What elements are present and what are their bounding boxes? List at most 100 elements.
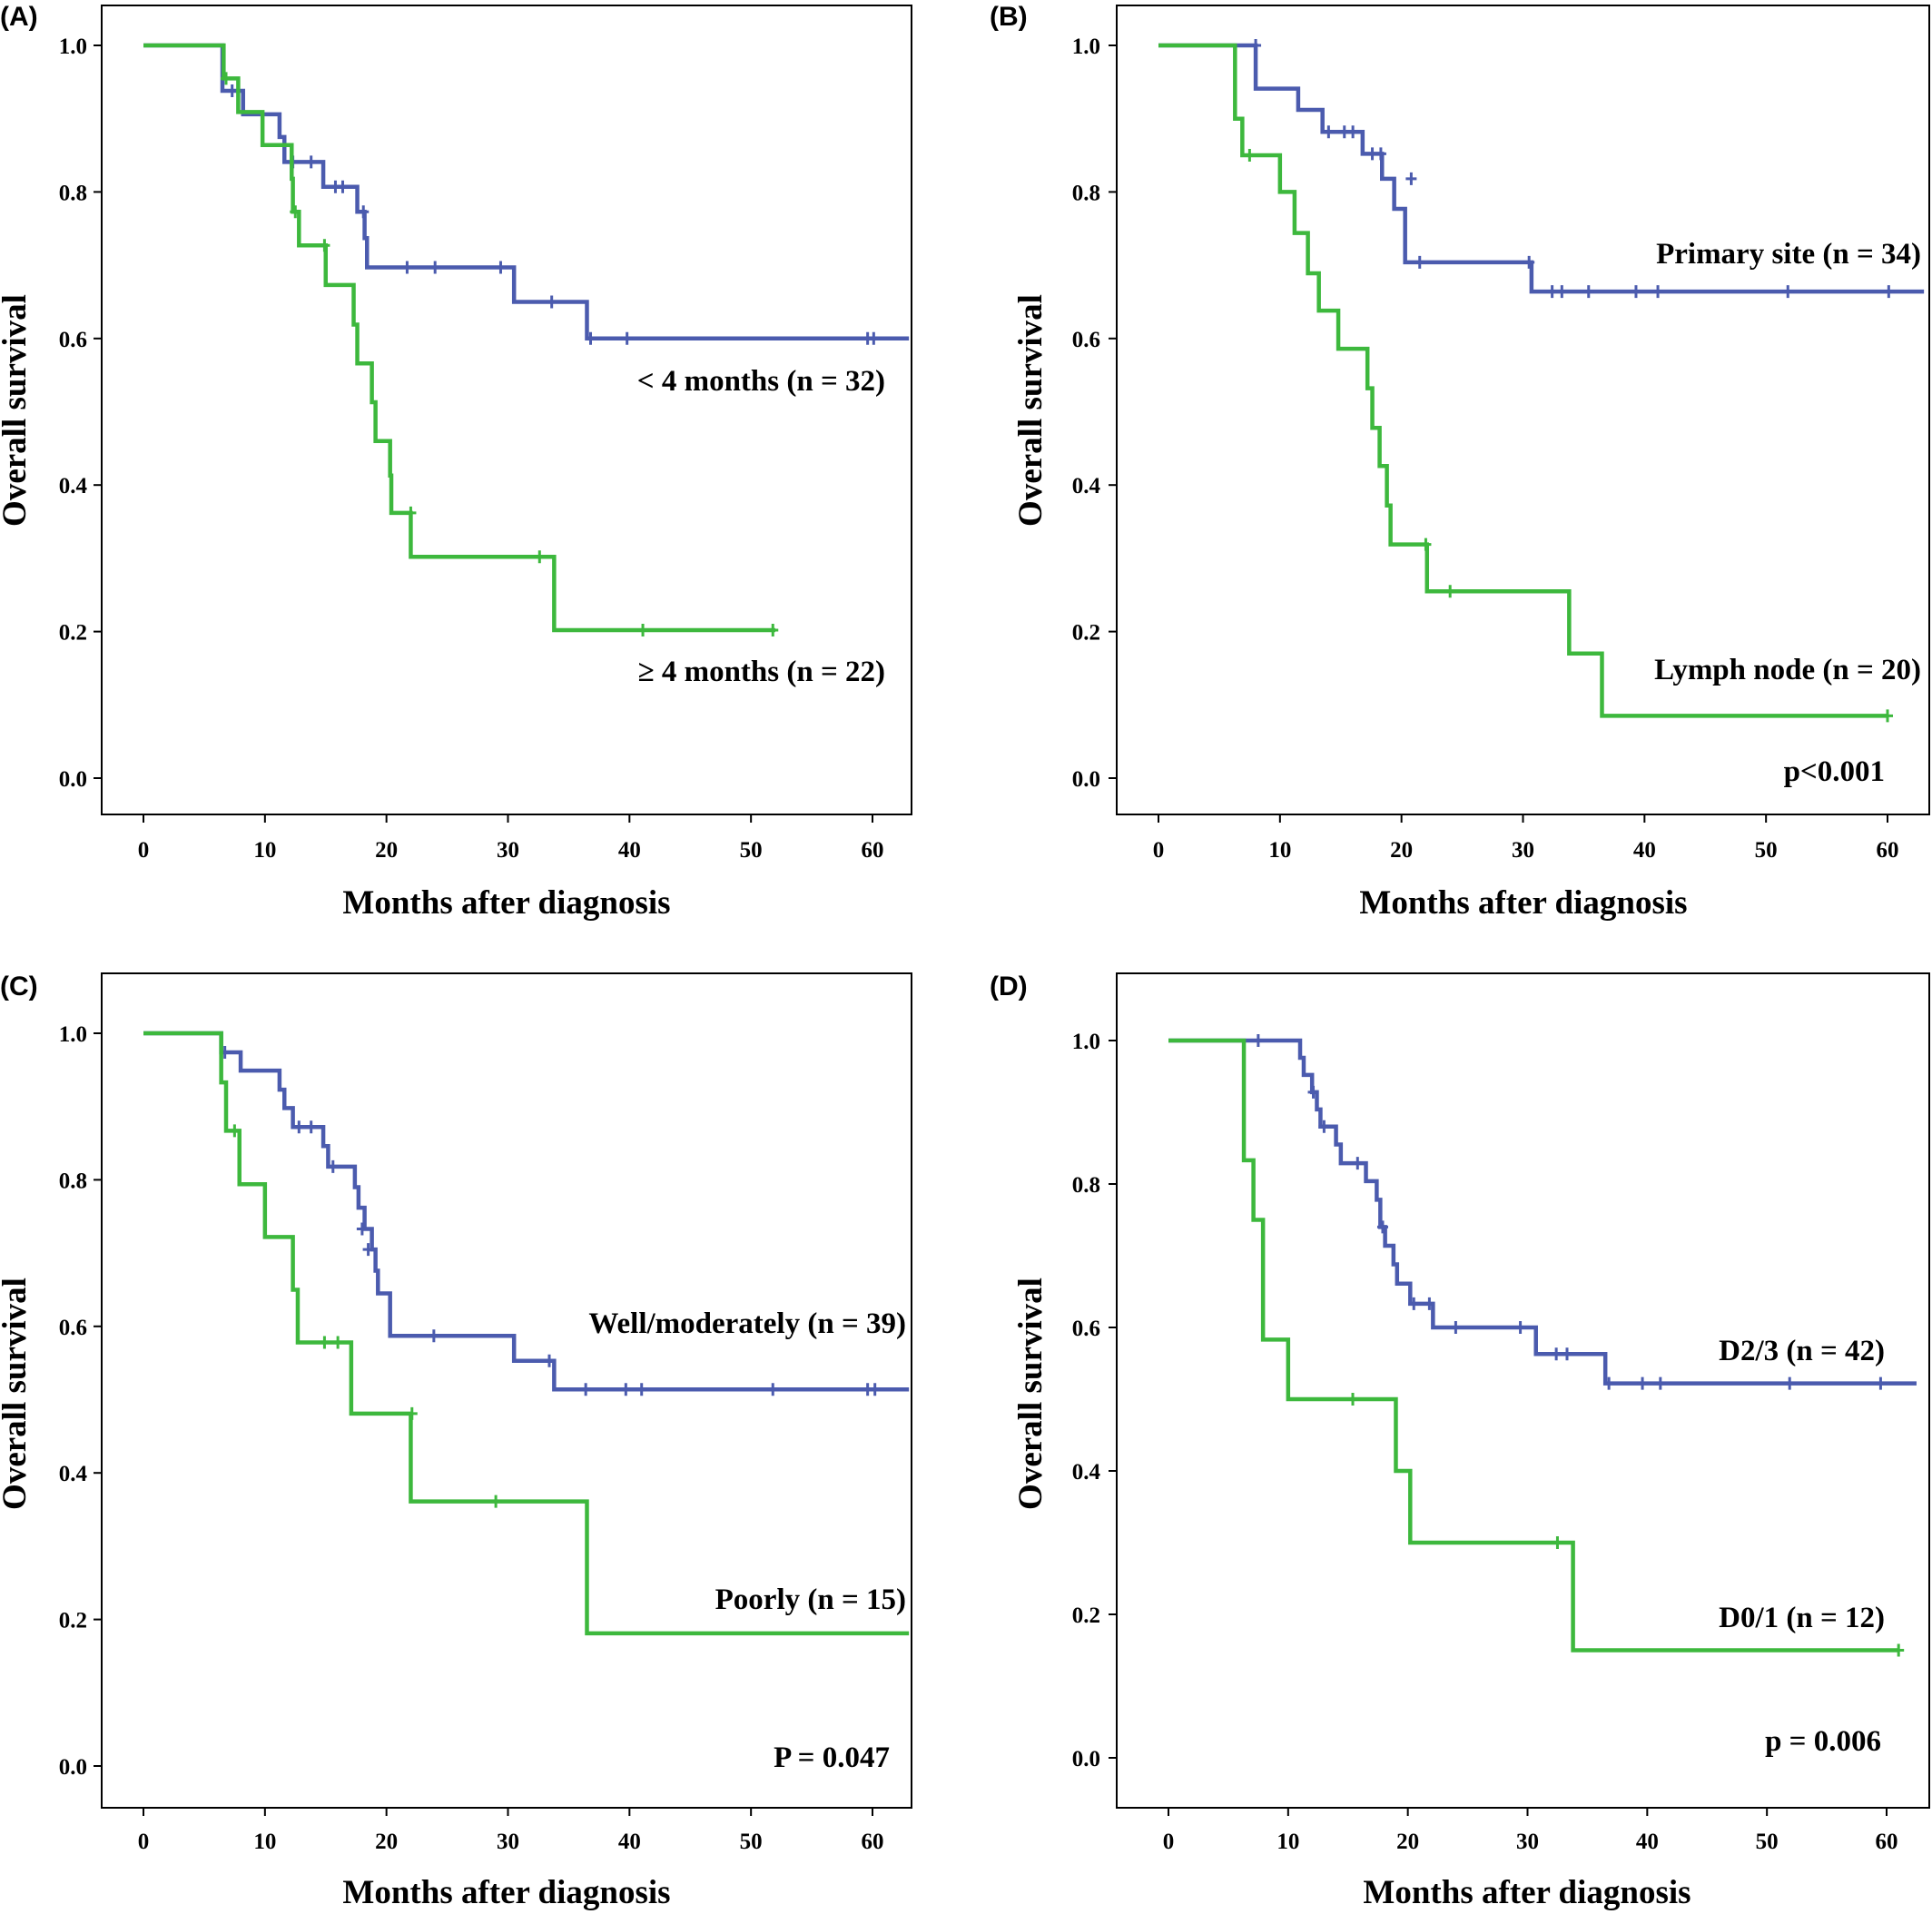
x-tick-label: 10 xyxy=(1268,838,1291,863)
censor-mark xyxy=(332,1336,344,1349)
x-tick-label: 0 xyxy=(138,838,150,863)
censor-mark xyxy=(1551,1347,1562,1361)
y-tick-labels: 0.0 0.2 0.4 0.6 0.8 1.0 xyxy=(1072,35,1101,792)
censor-mark xyxy=(221,72,232,85)
panel-a: (A) 0.0 0.2 0.4 0.6 0.8 1.0 0 10 20 30 4… xyxy=(0,2,912,922)
censor-mark xyxy=(1546,285,1558,299)
x-tick-label: 10 xyxy=(1276,1830,1299,1854)
censor-mark xyxy=(1250,39,1262,52)
x-tick-label: 10 xyxy=(253,1830,276,1854)
axis-ticks xyxy=(1109,44,1888,823)
censor-mark xyxy=(1376,1220,1388,1234)
y-axis-title: Overall survival xyxy=(1012,1278,1050,1510)
survival-curve-blue xyxy=(1168,1038,1917,1386)
censor-mark xyxy=(327,1159,339,1173)
censor-mark xyxy=(1352,1157,1364,1170)
y-tick-label: 1.0 xyxy=(59,35,87,59)
censor-mark xyxy=(637,623,649,636)
y-axis-title: Overall survival xyxy=(0,294,34,527)
y-tick-label: 0.0 xyxy=(59,767,87,792)
y-tick-labels: 0.0 0.2 0.4 0.6 0.8 1.0 xyxy=(59,35,88,792)
x-tick-label: 10 xyxy=(253,838,276,863)
y-tick-label: 0.2 xyxy=(1072,621,1100,646)
survival-curve-green xyxy=(143,1031,910,1636)
axis-ticks xyxy=(94,1032,873,1816)
y-tick-label: 0.2 xyxy=(1072,1603,1100,1628)
survival-curve-blue xyxy=(143,43,910,341)
censor-mark xyxy=(337,180,349,193)
censor-mark xyxy=(585,331,596,345)
y-axis-title: Overall survival xyxy=(1012,294,1050,527)
panel-b: (B) 0.0 0.2 0.4 0.6 0.8 1.0 0 10 20 30 4… xyxy=(990,2,1930,922)
y-tick-label: 0.0 xyxy=(1072,1747,1100,1771)
series-annotation: D0/1 (n = 12) xyxy=(1719,1602,1885,1634)
plot-frame xyxy=(101,972,912,1809)
y-tick-label: 0.6 xyxy=(1072,328,1100,352)
x-tick-label: 30 xyxy=(1512,838,1534,863)
x-tick-label: 40 xyxy=(1633,838,1656,863)
survival-curve-blue xyxy=(143,1031,910,1392)
censor-mark xyxy=(1582,285,1594,299)
survival-curve-green xyxy=(143,43,775,633)
censor-mark xyxy=(1347,1393,1359,1406)
censor-mark xyxy=(1323,125,1335,139)
censor-mark xyxy=(869,1383,881,1396)
y-tick-label: 0.4 xyxy=(59,1462,88,1486)
series-annotation: < 4 months (n = 32) xyxy=(637,365,885,398)
series-annotation: Lymph node (n = 20) xyxy=(1654,654,1921,686)
x-axis-title: Months after diagnosis xyxy=(1359,884,1687,922)
survival-curve-green xyxy=(1168,1038,1899,1653)
censor-mark xyxy=(1603,1376,1615,1390)
censor-mark xyxy=(544,1354,556,1367)
x-tick-label: 30 xyxy=(497,1830,519,1854)
x-tick-label: 60 xyxy=(1877,838,1899,863)
y-tick-label: 1.0 xyxy=(59,1022,87,1047)
y-tick-label: 0.0 xyxy=(59,1755,87,1780)
censor-mark xyxy=(620,1383,632,1396)
plot-frame xyxy=(1116,972,1930,1809)
series-annotation: Primary site (n = 34) xyxy=(1656,238,1921,271)
x-tick-label: 20 xyxy=(1396,1830,1419,1854)
censor-mark xyxy=(305,155,317,169)
censor-mark xyxy=(1552,1536,1563,1549)
x-tick-labels: 0 10 20 30 40 50 60 xyxy=(1153,838,1899,863)
censor-mark xyxy=(767,1383,779,1396)
panel-label: (A) xyxy=(0,2,38,32)
p-value: p = 0.006 xyxy=(1765,1725,1881,1758)
survival-curve-green xyxy=(1158,43,1888,718)
censor-mark xyxy=(767,623,779,636)
censor-mark xyxy=(290,205,301,219)
y-tick-labels: 0.0 0.2 0.4 0.6 0.8 1.0 xyxy=(59,1022,88,1780)
censor-mark xyxy=(1523,255,1535,269)
x-tick-labels: 0 10 20 30 40 50 60 xyxy=(138,1830,884,1854)
plot-frame xyxy=(1116,5,1930,815)
y-tick-label: 0.6 xyxy=(59,1316,87,1340)
panel-c: (C) 0.0 0.2 0.4 0.6 0.8 1.0 0 10 20 30 4… xyxy=(0,972,912,1911)
censor-mark xyxy=(1883,285,1895,299)
y-tick-label: 0.8 xyxy=(59,1169,87,1193)
axis-ticks xyxy=(1109,1040,1888,1816)
x-tick-label: 30 xyxy=(1516,1830,1539,1854)
y-tick-labels: 0.0 0.2 0.4 0.6 0.8 1.0 xyxy=(1072,1030,1101,1771)
km-series-group xyxy=(1158,39,1925,723)
censor-mark xyxy=(580,1383,592,1396)
km-series-group xyxy=(1168,1034,1917,1657)
censor-mark xyxy=(319,1336,330,1349)
axis-ticks xyxy=(94,44,873,823)
x-tick-labels: 0 10 20 30 40 50 60 xyxy=(1163,1830,1898,1854)
x-tick-label: 0 xyxy=(1153,838,1165,863)
censor-mark xyxy=(621,331,633,345)
censor-mark xyxy=(1347,125,1359,139)
x-tick-label: 50 xyxy=(740,838,763,863)
censor-mark xyxy=(362,1243,374,1257)
x-tick-label: 50 xyxy=(1756,1830,1779,1854)
panel-label: (C) xyxy=(0,972,38,1001)
x-tick-label: 60 xyxy=(1876,1830,1898,1854)
censor-mark xyxy=(1562,1347,1573,1361)
panel-d: (D) 0.0 0.2 0.4 0.6 0.8 1.0 0 10 20 30 4… xyxy=(990,972,1930,1911)
censor-mark xyxy=(1252,1034,1264,1047)
censor-mark xyxy=(1424,1297,1435,1310)
censor-mark xyxy=(1893,1643,1905,1657)
p-value: P = 0.047 xyxy=(774,1741,890,1774)
